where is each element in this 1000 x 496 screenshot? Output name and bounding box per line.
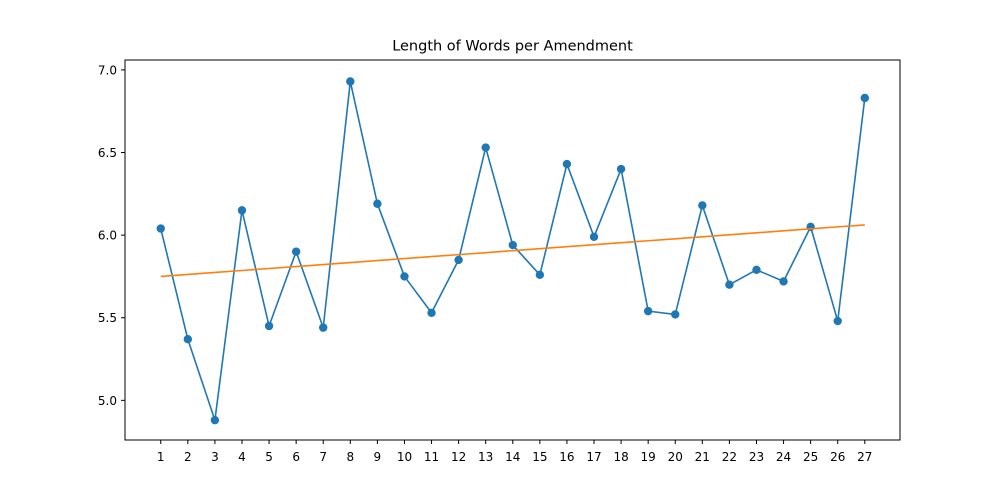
data-point <box>183 335 193 344</box>
data-point <box>156 224 165 233</box>
x-tick-label: 26 <box>830 450 845 464</box>
data-point <box>535 270 545 279</box>
x-tick-label: 3 <box>211 450 219 464</box>
x-tick-label: 6 <box>292 450 300 464</box>
x-axis: 1 2 3 4 5 6 7 8 9 10 11 12 13 14 15 16 17 18 19 20 21 22 23 24 2… <box>157 440 872 464</box>
x-tick-label: 27 <box>857 450 872 464</box>
x-tick-label: 11 <box>424 450 439 464</box>
x-tick-label: 22 <box>722 450 737 464</box>
data-point <box>237 206 247 215</box>
x-tick-label: 14 <box>505 450 520 464</box>
data-point <box>616 164 626 174</box>
y-tick-label: 5.5 <box>98 311 117 325</box>
data-point <box>860 93 869 103</box>
data-point <box>698 201 707 210</box>
x-tick-label: 12 <box>451 450 466 464</box>
trend-line <box>160 224 865 278</box>
x-tick-label: 8 <box>346 450 354 464</box>
series-layer <box>156 77 869 425</box>
data-point <box>291 247 301 256</box>
x-tick-label: 19 <box>641 450 656 464</box>
x-tick-label: 10 <box>397 450 412 464</box>
x-tick-label: 17 <box>586 450 601 464</box>
chart-title: Length of Words per Amendment <box>392 39 633 55</box>
data-point <box>481 143 490 152</box>
data-point <box>427 308 436 317</box>
data-point <box>589 232 599 241</box>
x-tick-label: 9 <box>374 450 382 464</box>
x-tick-label: 18 <box>613 450 628 464</box>
x-tick-label: 23 <box>749 450 764 464</box>
data-point <box>373 199 382 208</box>
data-point <box>833 316 842 326</box>
data-point <box>454 255 463 265</box>
x-tick-label: 24 <box>776 450 791 464</box>
data-point <box>562 159 572 169</box>
data-point <box>210 415 220 425</box>
y-tick-label: 6.0 <box>98 229 117 243</box>
x-tick-label: 4 <box>238 450 246 464</box>
x-tick-label: 7 <box>319 450 327 464</box>
data-point <box>400 272 409 281</box>
x-tick-label: 13 <box>478 450 493 464</box>
data-point <box>779 277 788 286</box>
data-point <box>264 321 274 331</box>
x-tick-label: 15 <box>532 450 547 464</box>
y-tick-label: 7.0 <box>98 63 117 77</box>
data-point <box>725 280 734 289</box>
x-tick-label: 20 <box>668 450 683 464</box>
y-axis: 5.0 5.5 6.0 6.5 7.0 <box>98 63 125 408</box>
y-tick-label: 5.0 <box>98 394 117 408</box>
data-point <box>752 265 761 275</box>
data-point <box>346 77 355 86</box>
y-tick-label: 6.5 <box>98 146 117 160</box>
x-tick-label: 2 <box>184 450 192 464</box>
x-tick-label: 21 <box>695 450 710 464</box>
x-tick-label: 16 <box>559 450 574 464</box>
data-point <box>508 240 517 250</box>
data-point <box>319 323 328 332</box>
data-point <box>643 306 653 316</box>
x-tick-label: 5 <box>265 450 273 464</box>
data-point <box>671 310 680 319</box>
x-tick-label: 1 <box>157 450 165 464</box>
x-tick-label: 25 <box>803 450 818 464</box>
